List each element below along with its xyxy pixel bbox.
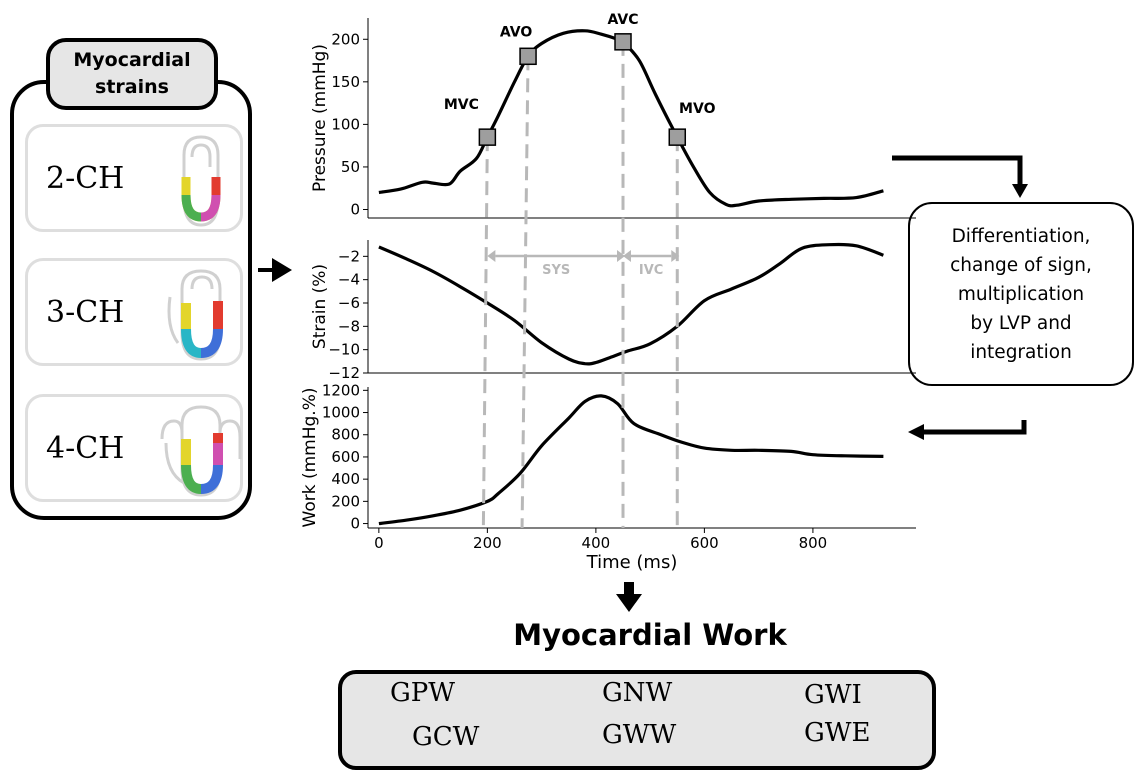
xtick-label: 200 xyxy=(473,534,502,552)
strain-curve xyxy=(378,242,884,366)
strain-ytick-label: −12 xyxy=(328,364,360,382)
view-label-3ch: 3-CH xyxy=(46,295,125,330)
event-label-MVC: MVC xyxy=(444,97,479,113)
view-card-3ch: 3-CH xyxy=(25,258,243,366)
phase-label-IVC: IVC xyxy=(639,263,663,278)
strain-ytick-label: −8 xyxy=(338,317,360,335)
myocardial-strains-header: Myocardial strains xyxy=(46,38,218,110)
strain-ytick-label: −4 xyxy=(338,271,360,289)
process-line-4: by LVP and xyxy=(970,312,1072,334)
work-ytick-label: 1000 xyxy=(322,404,360,422)
event-label-AVC: AVC xyxy=(608,12,639,28)
index-gnw: GNW xyxy=(602,678,673,708)
xtick-label: 400 xyxy=(582,534,611,552)
event-marker-MVC xyxy=(478,128,497,146)
x-axis-label: Time (ms) xyxy=(586,552,678,573)
myocardial-work-title: Myocardial Work xyxy=(513,618,787,652)
event-line-AVO xyxy=(520,56,530,529)
heart-2ch-icon xyxy=(181,135,221,227)
process-line-1: Differentiation, xyxy=(951,225,1091,247)
event-line-MVC xyxy=(481,137,489,529)
work-ytick-label: 0 xyxy=(350,515,360,533)
view-card-4ch: 4-CH xyxy=(25,394,243,502)
arrow-head-work xyxy=(908,424,924,440)
pressure-ytick-label: 150 xyxy=(331,73,360,91)
work-curve xyxy=(378,394,884,526)
event-label-MVO: MVO xyxy=(679,101,716,117)
work-ytick-label: 1200 xyxy=(322,381,360,399)
work-ytick-label: 400 xyxy=(331,470,360,488)
process-line-5: integration xyxy=(970,341,1072,363)
index-gwi: GWI xyxy=(804,680,862,710)
view-label-2ch: 2-CH xyxy=(46,161,125,196)
work-ytick-label: 600 xyxy=(331,448,360,466)
view-label-4ch: 4-CH xyxy=(46,431,125,466)
arrow-process-to-work xyxy=(922,420,1027,435)
process-line-2: change of sign, xyxy=(950,254,1092,276)
event-label-AVO: AVO xyxy=(500,24,532,40)
phase-arrowhead-right-IVC xyxy=(671,250,680,262)
pressure-ytick-label: 0 xyxy=(350,200,360,218)
index-gpw: GPW xyxy=(390,678,455,708)
strain-ytick-label: −10 xyxy=(328,341,360,359)
heart-3ch-icon xyxy=(167,269,223,361)
event-marker-MVO xyxy=(668,128,687,146)
strains-header-line1: Myocardial xyxy=(73,49,191,71)
work-ytick-label: 800 xyxy=(331,426,360,444)
arrow-pressure-to-process xyxy=(892,155,1023,186)
phase-arrowhead-right-SYS xyxy=(617,250,626,262)
work-ylabel: Work (mmHg.%) xyxy=(300,388,320,528)
phase-arrowhead-left-IVC xyxy=(623,250,632,262)
view-card-2ch: 2-CH xyxy=(25,124,243,232)
process-line-3: multiplication xyxy=(957,283,1085,305)
event-marker-AVC xyxy=(614,33,632,51)
strains-header-line2: strains xyxy=(95,76,169,98)
strain-ytick-label: −2 xyxy=(338,247,360,265)
arrow-strains-to-plot xyxy=(258,258,292,282)
phase-label-SYS: SYS xyxy=(542,263,570,278)
index-gww: GWW xyxy=(602,720,677,750)
myocardial-work-indices-box: GPW GNW GWI GCW GWW GWE xyxy=(338,670,936,770)
xtick-label: 800 xyxy=(799,534,828,552)
arrow-head-process xyxy=(1012,184,1028,198)
pressure-curve xyxy=(378,29,884,208)
index-gwe: GWE xyxy=(804,718,871,748)
xtick-label: 600 xyxy=(690,534,719,552)
pressure-ylabel: Pressure (mmHg) xyxy=(310,44,330,192)
arrow-plot-to-output xyxy=(616,582,642,612)
index-gcw: GCW xyxy=(412,722,480,752)
pressure-ytick-label: 100 xyxy=(331,115,360,133)
phase-arrowhead-left-SYS xyxy=(487,250,496,262)
heart-4ch-icon xyxy=(160,405,242,497)
work-ytick-label: 200 xyxy=(331,492,360,510)
pressure-ytick-label: 50 xyxy=(341,158,360,176)
xtick-label: 0 xyxy=(374,534,384,552)
strain-ylabel: Strain (%) xyxy=(310,264,330,349)
event-marker-AVO xyxy=(519,47,537,66)
strain-ytick-label: −6 xyxy=(338,294,360,312)
processing-box: Differentiation, change of sign, multipl… xyxy=(908,202,1134,386)
flow-arrows xyxy=(258,155,1028,612)
pressure-ytick-label: 200 xyxy=(331,30,360,48)
